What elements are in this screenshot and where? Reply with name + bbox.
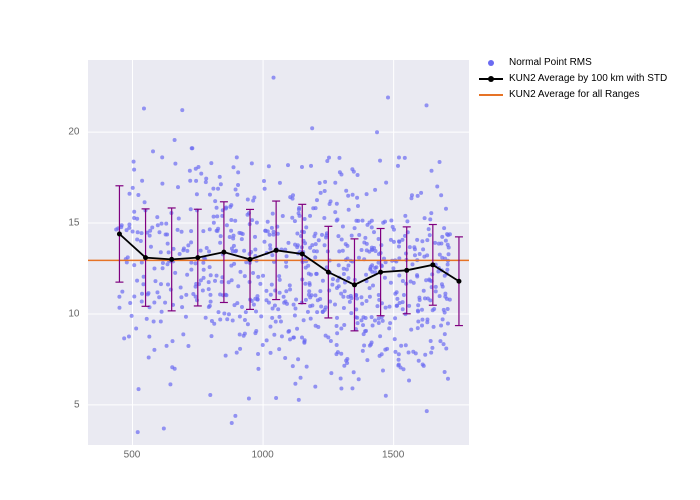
tick-label: 500 bbox=[124, 450, 141, 461]
line-icon bbox=[479, 94, 503, 96]
legend-label: KUN2 Average by 100 km with STD bbox=[509, 72, 667, 86]
legend-item: KUN2 Average by 100 km with STD bbox=[479, 72, 667, 86]
legend-swatch bbox=[479, 74, 503, 84]
figure: Normal Point RMS KUN2 Average by 100 km w… bbox=[0, 0, 700, 500]
scatter-dot-icon bbox=[488, 60, 494, 66]
legend: Normal Point RMS KUN2 Average by 100 km w… bbox=[479, 56, 667, 104]
tick-label: 1000 bbox=[251, 450, 273, 461]
legend-label: KUN2 Average for all Ranges bbox=[509, 88, 639, 102]
tick-label: 5 bbox=[74, 399, 80, 410]
legend-item: Normal Point RMS bbox=[479, 56, 667, 70]
tick-label: 1500 bbox=[382, 450, 404, 461]
tick-label: 20 bbox=[68, 127, 79, 138]
tick-label: 10 bbox=[68, 308, 79, 319]
legend-label: Normal Point RMS bbox=[509, 56, 592, 70]
plot-area bbox=[88, 60, 470, 445]
legend-swatch bbox=[479, 90, 503, 100]
marker-icon bbox=[488, 76, 494, 82]
legend-item: KUN2 Average for all Ranges bbox=[479, 88, 667, 102]
legend-swatch bbox=[479, 58, 503, 68]
line-icon bbox=[479, 78, 503, 80]
tick-label: 15 bbox=[68, 218, 79, 229]
plot-svg bbox=[88, 60, 470, 445]
